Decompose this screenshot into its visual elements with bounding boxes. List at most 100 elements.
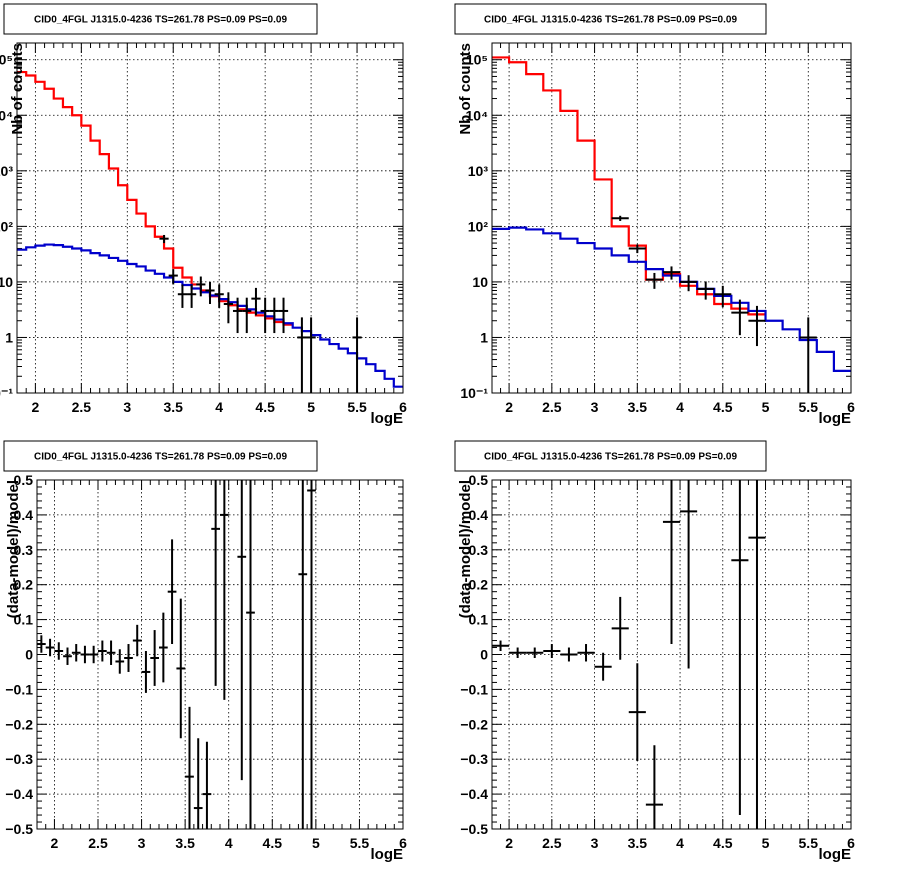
x-tick-label: 6	[399, 835, 407, 851]
x-tick-label: 6	[847, 399, 855, 415]
y-tick-label: 0.5	[469, 472, 489, 488]
y-tick-label: −0.5	[5, 821, 33, 837]
y-tick-label: 10³	[0, 163, 13, 179]
x-tick-label: 4	[215, 399, 223, 415]
y-tick-label: 10⁻¹	[460, 385, 488, 401]
axis-ticks	[491, 42, 852, 394]
y-tick-label: 0.3	[469, 542, 489, 558]
y-tick-label: 10⁻¹	[0, 385, 13, 401]
x-tick-label: 3	[591, 835, 599, 851]
panel-2: CID0_4FGL J1315.0-4236 TS=261.78 PS=0.09…	[454, 3, 855, 427]
x-tick-label: 4.5	[713, 399, 733, 415]
y-tick-label: −0.3	[5, 751, 33, 767]
x-tick-label: 6	[399, 399, 407, 415]
data-point	[298, 480, 308, 829]
data-point	[628, 663, 646, 761]
data-point	[748, 305, 766, 347]
y-tick-label: 0.4	[469, 507, 489, 523]
data-point	[662, 480, 681, 645]
data-point	[269, 297, 279, 334]
y-tick-label: −0.1	[5, 681, 33, 697]
grid	[37, 480, 403, 829]
data-point	[115, 649, 125, 674]
data-point	[37, 635, 46, 653]
title-box	[3, 440, 318, 472]
x-tick-label: 3	[138, 835, 146, 851]
data-point	[297, 317, 307, 393]
data-point	[680, 275, 698, 292]
data-point	[80, 645, 90, 664]
series-total-model	[492, 56, 766, 316]
x-tick-label: 2	[505, 399, 513, 415]
y-tick-label: 0.5	[14, 472, 34, 488]
x-tick-label: 6	[847, 835, 855, 851]
y-tick-label: 0.4	[14, 507, 34, 523]
x-tick-label: 4.5	[255, 399, 275, 415]
data-point	[799, 317, 817, 393]
data-point	[680, 480, 698, 669]
data-point	[594, 652, 612, 681]
data-point	[168, 269, 178, 285]
x-tick-label: 3	[123, 399, 131, 415]
data-point	[214, 284, 224, 308]
chart-title: CID0_4FGL J1315.0-4236 TS=261.78 PS=0.09…	[484, 452, 737, 463]
y-tick-label: −0.2	[5, 716, 33, 732]
y-tick-label: 10	[472, 274, 488, 290]
data-point	[307, 480, 316, 829]
data-point	[223, 292, 233, 324]
data-point	[306, 317, 316, 393]
data-point	[242, 297, 252, 334]
data-point	[98, 640, 107, 662]
plot-area	[492, 56, 851, 393]
y-tick-label: −0.3	[460, 751, 488, 767]
x-axis-label: logE	[819, 410, 852, 427]
y-tick-label: 10	[0, 274, 13, 290]
x-tick-label: 3.5	[628, 399, 648, 415]
chart-title: CID0_4FGL J1315.0-4236 TS=261.78 PS=0.09…	[34, 15, 287, 26]
data-point	[611, 596, 629, 660]
data-point	[211, 480, 220, 686]
data-point	[167, 539, 177, 645]
data-point	[278, 297, 289, 334]
x-tick-label: 4	[225, 835, 233, 851]
panel-3: CID0_4FGL J1315.0-4236 TS=261.78 PS=0.09…	[3, 440, 407, 863]
axis-ticks	[16, 42, 404, 394]
x-tick-label: 2	[51, 835, 59, 851]
data-point	[731, 299, 749, 336]
y-tick-label: 1	[480, 329, 488, 345]
x-axis-label: logE	[371, 410, 404, 427]
x-tick-label: 2.5	[88, 835, 108, 851]
data-point	[232, 297, 243, 334]
plot-frame	[491, 479, 852, 830]
plot-frame	[16, 42, 404, 394]
x-axis-label: logE	[819, 846, 852, 863]
x-tick-label: 2	[505, 835, 513, 851]
x-tick-label: 4.5	[713, 835, 733, 851]
axis-ticks	[36, 479, 404, 830]
data-point	[697, 281, 715, 300]
data-point	[543, 644, 561, 658]
x-tick-label: 2.5	[542, 399, 562, 415]
data-point	[492, 640, 510, 652]
data-point	[185, 706, 194, 829]
data-point	[177, 284, 188, 308]
y-tick-label: 0.1	[14, 612, 34, 628]
y-tick-label: 10²	[0, 218, 13, 234]
x-tick-label: 5.5	[347, 399, 367, 415]
y-tick-label: 0.2	[469, 577, 489, 593]
grid	[17, 43, 403, 393]
series-total-model	[17, 70, 293, 326]
plot-area	[492, 480, 766, 829]
title-box	[3, 3, 318, 35]
y-tick-label: 10⁵	[466, 52, 488, 68]
panel-1: CID0_4FGL J1315.0-4236 TS=261.78 PS=0.09…	[0, 3, 407, 427]
y-tick-label: 0.2	[14, 577, 34, 593]
data-point	[237, 480, 247, 781]
data-point	[132, 624, 142, 657]
y-tick-label: 10²	[468, 218, 489, 234]
y-axis-label: Nb of counts	[457, 43, 474, 135]
data-point	[89, 645, 98, 664]
x-tick-label: 5.5	[799, 835, 819, 851]
data-point	[124, 644, 133, 672]
